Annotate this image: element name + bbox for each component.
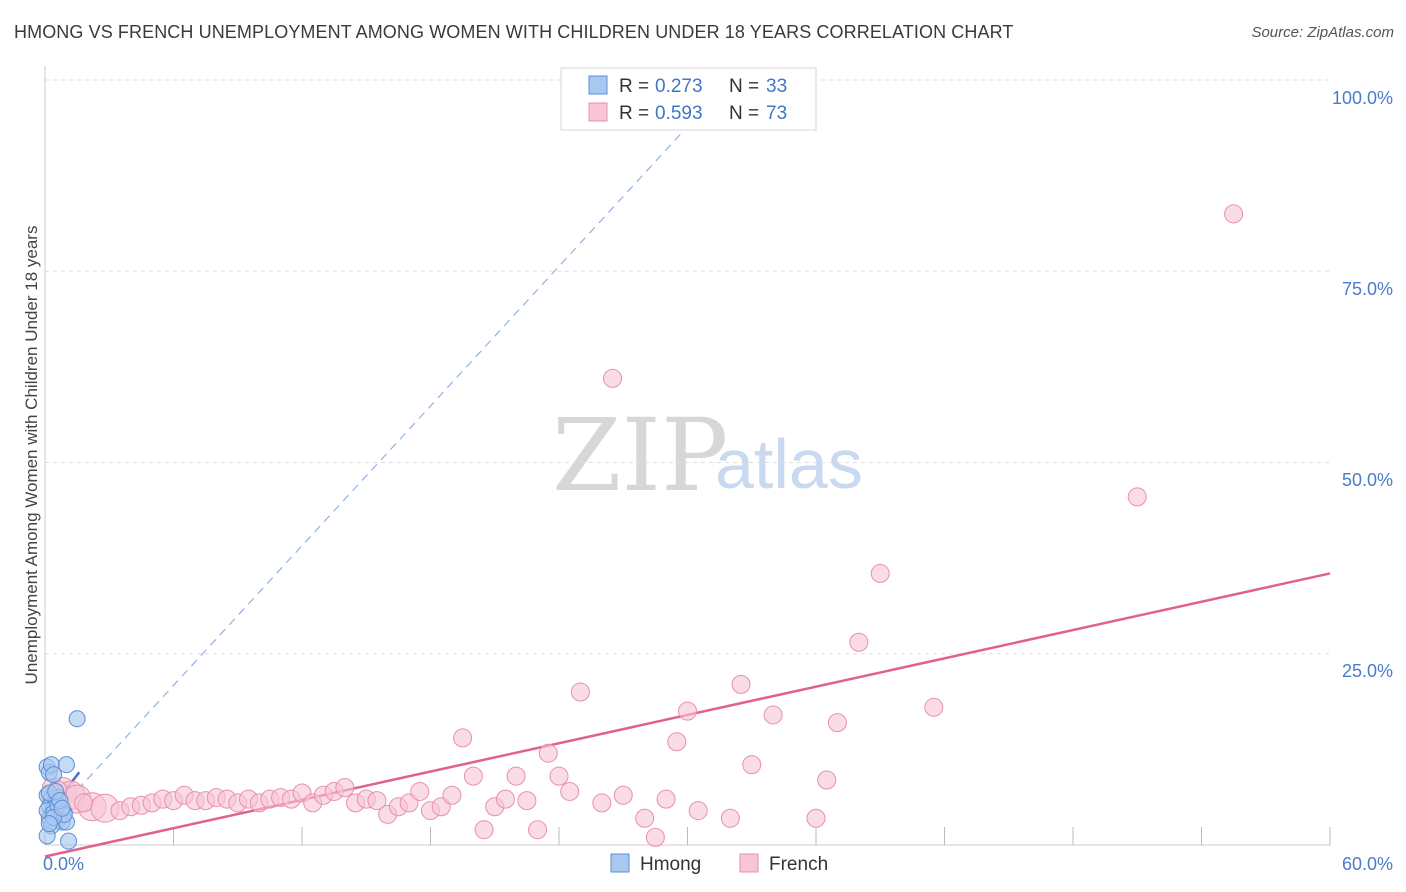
french-point (635, 808, 655, 828)
hmong-point (53, 799, 71, 817)
french-point (688, 801, 708, 821)
watermark-zip: ZIP (552, 397, 728, 514)
french-point (817, 770, 837, 790)
legend-swatch-french (739, 853, 759, 873)
stats-legend: R = 0.273 N = 33 R = 0.593 N = 73 (560, 67, 817, 131)
french-point (603, 368, 623, 388)
hmong-point (60, 832, 78, 850)
legend-label-french: French (769, 854, 828, 875)
french-point (1127, 487, 1147, 507)
hmong-point (68, 710, 86, 728)
legend-n-value-hmong: 33 (766, 76, 787, 97)
data-points (38, 204, 1244, 850)
y-tick-label: 75.0% (1342, 279, 1393, 299)
legend-n-value-french: 73 (766, 103, 787, 124)
legend-r-label: R = (619, 76, 649, 97)
french-point (528, 820, 548, 840)
axes (44, 66, 1331, 846)
french-point (517, 791, 537, 811)
french-point (870, 563, 890, 583)
french-point (463, 766, 483, 786)
french-point (667, 732, 687, 752)
french-point (720, 808, 740, 828)
y-tick-label: 50.0% (1342, 470, 1393, 490)
hmong-point (40, 815, 58, 833)
french-point (731, 674, 751, 694)
french-point (538, 743, 558, 763)
legend-label-hmong: Hmong (640, 854, 701, 875)
french-point (570, 682, 590, 702)
french-point (924, 697, 944, 717)
french-point (367, 791, 387, 811)
french-point (806, 808, 826, 828)
x-tick-label-min: 0.0% (43, 854, 84, 874)
chart-title: HMONG VS FRENCH UNEMPLOYMENT AMONG WOMEN… (14, 22, 1014, 42)
series-legend: Hmong French (610, 853, 828, 875)
y-axis-label: Unemployment Among Women with Children U… (22, 226, 41, 685)
french-point (678, 701, 697, 721)
french-point (613, 785, 633, 805)
french-point (849, 632, 869, 652)
french-point (74, 793, 94, 813)
legend-n-label: N = (729, 76, 759, 97)
watermark-atlas: atlas (715, 425, 863, 503)
french-point (763, 705, 783, 725)
grid-lines (45, 79, 1330, 655)
french-point (827, 713, 847, 733)
french-point (656, 789, 676, 809)
legend-n-label: N = (729, 103, 759, 124)
french-point (506, 766, 526, 786)
french-point (560, 781, 580, 801)
legend-swatch-french (588, 102, 608, 122)
french-point (442, 785, 462, 805)
y-tick-label: 100.0% (1332, 88, 1393, 108)
french-point (495, 789, 515, 809)
legend-swatch-hmong (588, 75, 608, 95)
y-tick-label: 25.0% (1342, 661, 1393, 681)
french-point (645, 827, 665, 847)
french-point (1224, 204, 1244, 224)
french-point (335, 778, 355, 798)
french-point (474, 820, 494, 840)
legend-swatch-hmong (610, 853, 630, 873)
source-credit: Source: ZipAtlas.com (1251, 24, 1394, 41)
french-point (592, 793, 612, 813)
legend-r-value-french: 0.593 (655, 103, 703, 124)
french-point (410, 781, 430, 801)
hmong-point (57, 756, 75, 774)
french-point (549, 766, 569, 786)
x-tick-label-max: 60.0% (1342, 854, 1393, 874)
hmong-point (45, 766, 63, 784)
legend-r-label: R = (619, 103, 649, 124)
french-point (742, 755, 762, 775)
legend-r-value-hmong: 0.273 (655, 76, 703, 97)
french-point (453, 728, 473, 748)
